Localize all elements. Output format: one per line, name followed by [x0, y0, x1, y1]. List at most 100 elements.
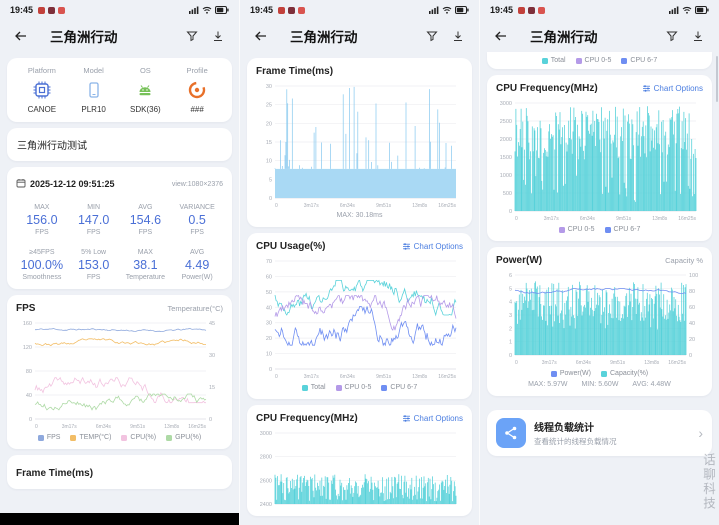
svg-text:3m17s: 3m17s: [304, 203, 320, 209]
svg-text:13m8s: 13m8s: [644, 360, 660, 366]
legend-label: CPU 6-7: [613, 226, 641, 233]
svg-text:3m17s: 3m17s: [62, 424, 78, 430]
download-button[interactable]: [209, 30, 227, 42]
back-button[interactable]: [12, 30, 30, 42]
svg-text:30: 30: [266, 321, 272, 327]
svg-text:80: 80: [689, 289, 695, 295]
chart-title: FPS: [16, 303, 36, 314]
back-button[interactable]: [492, 30, 510, 42]
chip-icon: [32, 79, 52, 101]
info-label: OS: [139, 66, 151, 75]
legend-label: TEMP(°C): [79, 434, 112, 441]
legend-label: CPU 0-5: [567, 226, 595, 233]
legend-item[interactable]: Capacity(%): [601, 370, 648, 377]
info-value: ###: [190, 105, 204, 114]
svg-text:3m17s: 3m17s: [304, 374, 320, 380]
cpu-frequency-chart[interactable]: 3000 2800 2600 2400: [256, 428, 463, 508]
legend-swatch: [37, 434, 44, 441]
power-avg: AVG: 4.48W: [632, 381, 671, 388]
filter-button[interactable]: [423, 30, 441, 42]
sliders-icon: [402, 243, 410, 250]
legend-item[interactable]: Total: [301, 384, 326, 391]
cpu-usage-chart-card: CPU Usage(%) Chart Options 70 60 50 40 30 20 1…: [247, 233, 472, 399]
legend-label: CPU(%): [130, 434, 157, 441]
chart-title: Frame Time(ms): [256, 66, 334, 77]
frame-time-max-label: MAX: 30.18ms: [336, 212, 383, 219]
svg-text:0: 0: [29, 417, 32, 423]
legend-swatch: [335, 384, 342, 391]
session-card: 2025-12-12 09:51:25 view:1080×2376 MAX 15…: [7, 167, 232, 289]
frame-time-chart[interactable]: 30 25 20 15 10 5 0 0 3m17s 6m34s 9m51s 13m8s 16m25s: [256, 81, 463, 209]
chart-options-label: Chart Options: [653, 84, 703, 93]
chart-options-label: Chart Options: [413, 414, 463, 423]
stat-cell: VARIANCE 0.5 FPS: [179, 204, 215, 236]
battery-icon: [455, 1, 469, 19]
svg-text:0: 0: [515, 360, 518, 366]
stat-cell: 5% Low 153.0 FPS: [77, 249, 110, 281]
svg-text:45: 45: [209, 321, 215, 327]
filter-button[interactable]: [183, 30, 201, 42]
section-title: Frame Time(ms): [16, 468, 94, 479]
cpu-frequency-chart-card: CPU Frequency(MHz) Chart Options 3000 280…: [247, 405, 472, 516]
svg-text:0: 0: [509, 209, 512, 215]
legend-item[interactable]: CPU 0-5: [335, 384, 371, 391]
scrollbar[interactable]: [716, 56, 718, 102]
legend-swatch: [604, 226, 611, 233]
legend-item[interactable]: FPS: [37, 434, 60, 441]
phone-screen-1: 19:45 三角洲行动 Platform CANOE: [0, 0, 240, 525]
cpu-frequency-chart[interactable]: 3000 2500 2000 1500 1000 500 0 0 3m17s 6m34s 9m51s…: [496, 98, 703, 222]
chart-options-button[interactable]: Chart Options: [642, 84, 703, 93]
legend-item[interactable]: CPU 0-5: [558, 226, 595, 233]
legend-swatch: [121, 434, 128, 441]
legend-item[interactable]: CPU 0-5: [575, 57, 611, 64]
svg-text:60: 60: [689, 305, 695, 311]
info-platform: Platform CANOE: [16, 66, 68, 114]
info-model: Model PLR10: [68, 66, 120, 114]
svg-text:9m51s: 9m51s: [130, 424, 146, 430]
svg-text:2500: 2500: [500, 119, 512, 125]
legend-item[interactable]: Total: [541, 57, 566, 64]
back-button[interactable]: [252, 30, 270, 42]
legend-item[interactable]: Power(W): [550, 370, 591, 377]
power-chart[interactable]: 6 5 4 3 2 1 0 100 80 60 40 20 0 0 3m17s 6m34s 9m51s 13m8s…: [496, 270, 703, 366]
notification-icon: [518, 6, 526, 14]
chart-options-button[interactable]: Chart Options: [402, 242, 463, 251]
legend-item[interactable]: GPU(%): [166, 434, 201, 441]
frame-time-chart-card: Frame Time(ms) 30 25 20 15 10 5 0 0 3m17s 6m34s 9m…: [247, 58, 472, 227]
legend-label: CPU 6-7: [630, 57, 658, 64]
info-profile: Profile ###: [171, 66, 223, 114]
legend-item[interactable]: CPU 6-7: [381, 384, 417, 391]
filter-button[interactable]: [663, 30, 681, 42]
session-datetime: 2025-12-12 09:51:25: [30, 179, 115, 189]
download-button[interactable]: [689, 30, 707, 42]
svg-text:2600: 2600: [260, 478, 272, 484]
test-name-card[interactable]: 三角洲行动测试: [7, 128, 232, 161]
svg-text:15: 15: [266, 140, 272, 146]
svg-text:16m25s: 16m25s: [668, 360, 686, 366]
info-label: Profile: [186, 66, 208, 75]
wifi-icon: [202, 1, 212, 19]
fps-chart[interactable]: 160 120 80 40 0 45 30 15 0 0 3m17s 6m34s 9m51s 13m8s 1…: [16, 318, 223, 430]
phone-screen-3: 19:45 三角洲行动 Total CPU 0-5 CPU 6-7: [480, 0, 719, 525]
legend-item[interactable]: CPU 6-7: [604, 226, 641, 233]
svg-text:16m25s: 16m25s: [188, 424, 206, 430]
legend-item[interactable]: CPU 6-7: [621, 57, 657, 64]
cpu-usage-chart[interactable]: 70 60 50 40 30 20 10 0 0 3m17s 6m34s 9m51s 13m8s 16m2…: [256, 256, 463, 380]
stat-cell: AVG 154.6 FPS: [129, 204, 162, 236]
power-max: MAX: 5.97W: [528, 381, 568, 388]
thread-load-card[interactable]: 线程负载统计 查看统计的线程负载情况 ›: [487, 410, 712, 456]
legend-item[interactable]: CPU(%): [121, 434, 156, 441]
cpu-frequency-legend: CPU 0-5 CPU 6-7: [496, 226, 703, 233]
power-min: MIN: 5.60W: [581, 381, 619, 388]
legend-item[interactable]: TEMP(°C): [70, 434, 111, 441]
svg-text:15: 15: [209, 385, 215, 391]
download-button[interactable]: [449, 30, 467, 42]
chart-options-button[interactable]: Chart Options: [402, 414, 463, 423]
svg-text:60: 60: [266, 274, 272, 280]
session-resolution: view:1080×2376: [171, 180, 223, 188]
svg-text:3m17s: 3m17s: [544, 216, 560, 222]
legend-swatch: [621, 57, 628, 64]
svg-text:16m25s: 16m25s: [678, 216, 696, 222]
page-title: 三角洲行动: [290, 30, 358, 45]
gesture-bar[interactable]: [0, 513, 239, 525]
